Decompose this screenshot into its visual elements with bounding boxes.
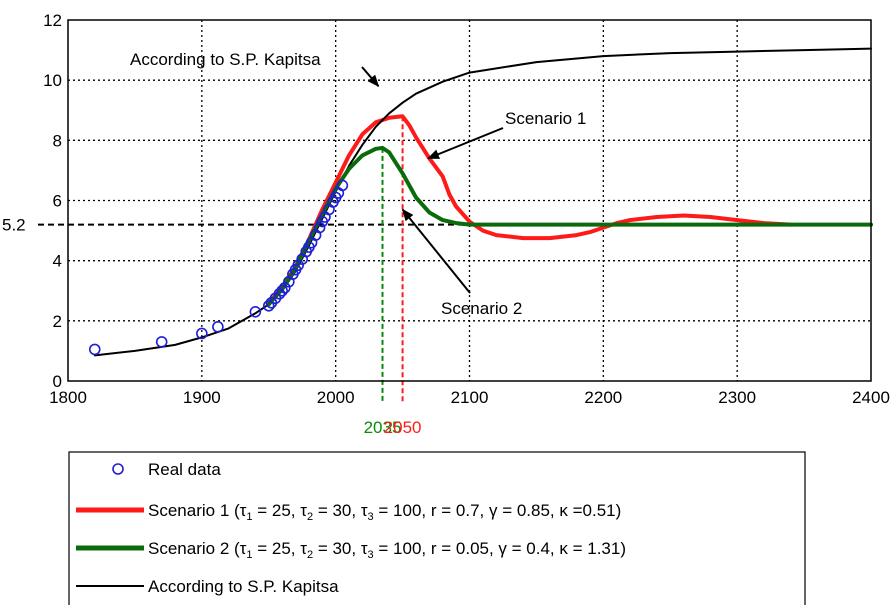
annotation-arrow [427,127,504,160]
y-tick-label: 6 [53,192,62,211]
real-data-point [313,221,326,234]
y-tick-label: 8 [53,131,62,150]
x-tick-label: 2200 [584,388,622,407]
real-data-point [196,327,208,340]
x-tick-label: 1900 [183,388,221,407]
x-tick-label: 2100 [451,388,489,407]
real-data-point [212,321,224,333]
real-data-point [88,343,101,356]
real-data-point [249,306,262,318]
reference-line-label: 5.2 [2,216,26,235]
series-line-scenario-1 [266,114,793,305]
legend-entry-according-to-s-p-kapitsa: According to S.P. Kapitsa [148,577,339,596]
x-tick-label: 2000 [317,388,355,407]
real-data-point [279,281,291,294]
annotation-label: Scenario 1 [505,109,586,128]
x-tick-label: 2300 [718,388,756,407]
year-marker-label-2050: 2050 [384,418,422,437]
real-data-point [292,259,304,271]
legend-entry-scenario-1: Scenario 1 (τ1 = 25, τ2 = 30, τ3 = 100, … [148,501,621,523]
x-tick-label: 2400 [852,388,890,407]
annotations: According to S.P. Kapitsa Scenario 1 Scena… [130,50,586,318]
real-data-point [276,284,288,297]
year-marker-label-2035: 2035 [364,418,402,437]
y-tick-label: 10 [43,71,62,90]
y-tick-label: 12 [43,11,62,30]
y-tick-label: 2 [53,312,62,331]
legend-box [68,451,806,605]
plot-frame [67,19,872,382]
annotation-label: Scenario 2 [441,299,522,318]
real-data-point [155,336,168,348]
real-data-point [262,299,275,312]
y-tick-label: 4 [53,252,62,271]
legend-marker-real-data [112,463,124,475]
series-lines [93,47,873,357]
y-tick-label: 0 [53,372,62,391]
series-line-scenario-2 [266,145,873,307]
real-data-points [88,179,349,356]
annotation-arrow [401,208,471,294]
real-data-point [336,179,349,192]
grid [68,20,871,381]
x-tick-label: 1800 [49,388,87,407]
series-line-according-to-s-p-kapitsa [93,47,872,357]
tick-labels: 1800 1900 2000 2100 2200 2300 2400 0 2 4 6 8 10 12 [43,11,890,407]
annotation-arrow [361,66,380,87]
plot-border [67,19,872,382]
annotation-label: According to S.P. Kapitsa [130,50,321,69]
legend-entry-scenario-2: Scenario 2 (τ1 = 25, τ2 = 30, τ3 = 100, … [148,539,626,561]
legend-entry-real-data: Real data [148,460,221,479]
legend: Real data Scenario 1 (τ1 = 25, τ2 = 30, τ… [68,451,806,605]
